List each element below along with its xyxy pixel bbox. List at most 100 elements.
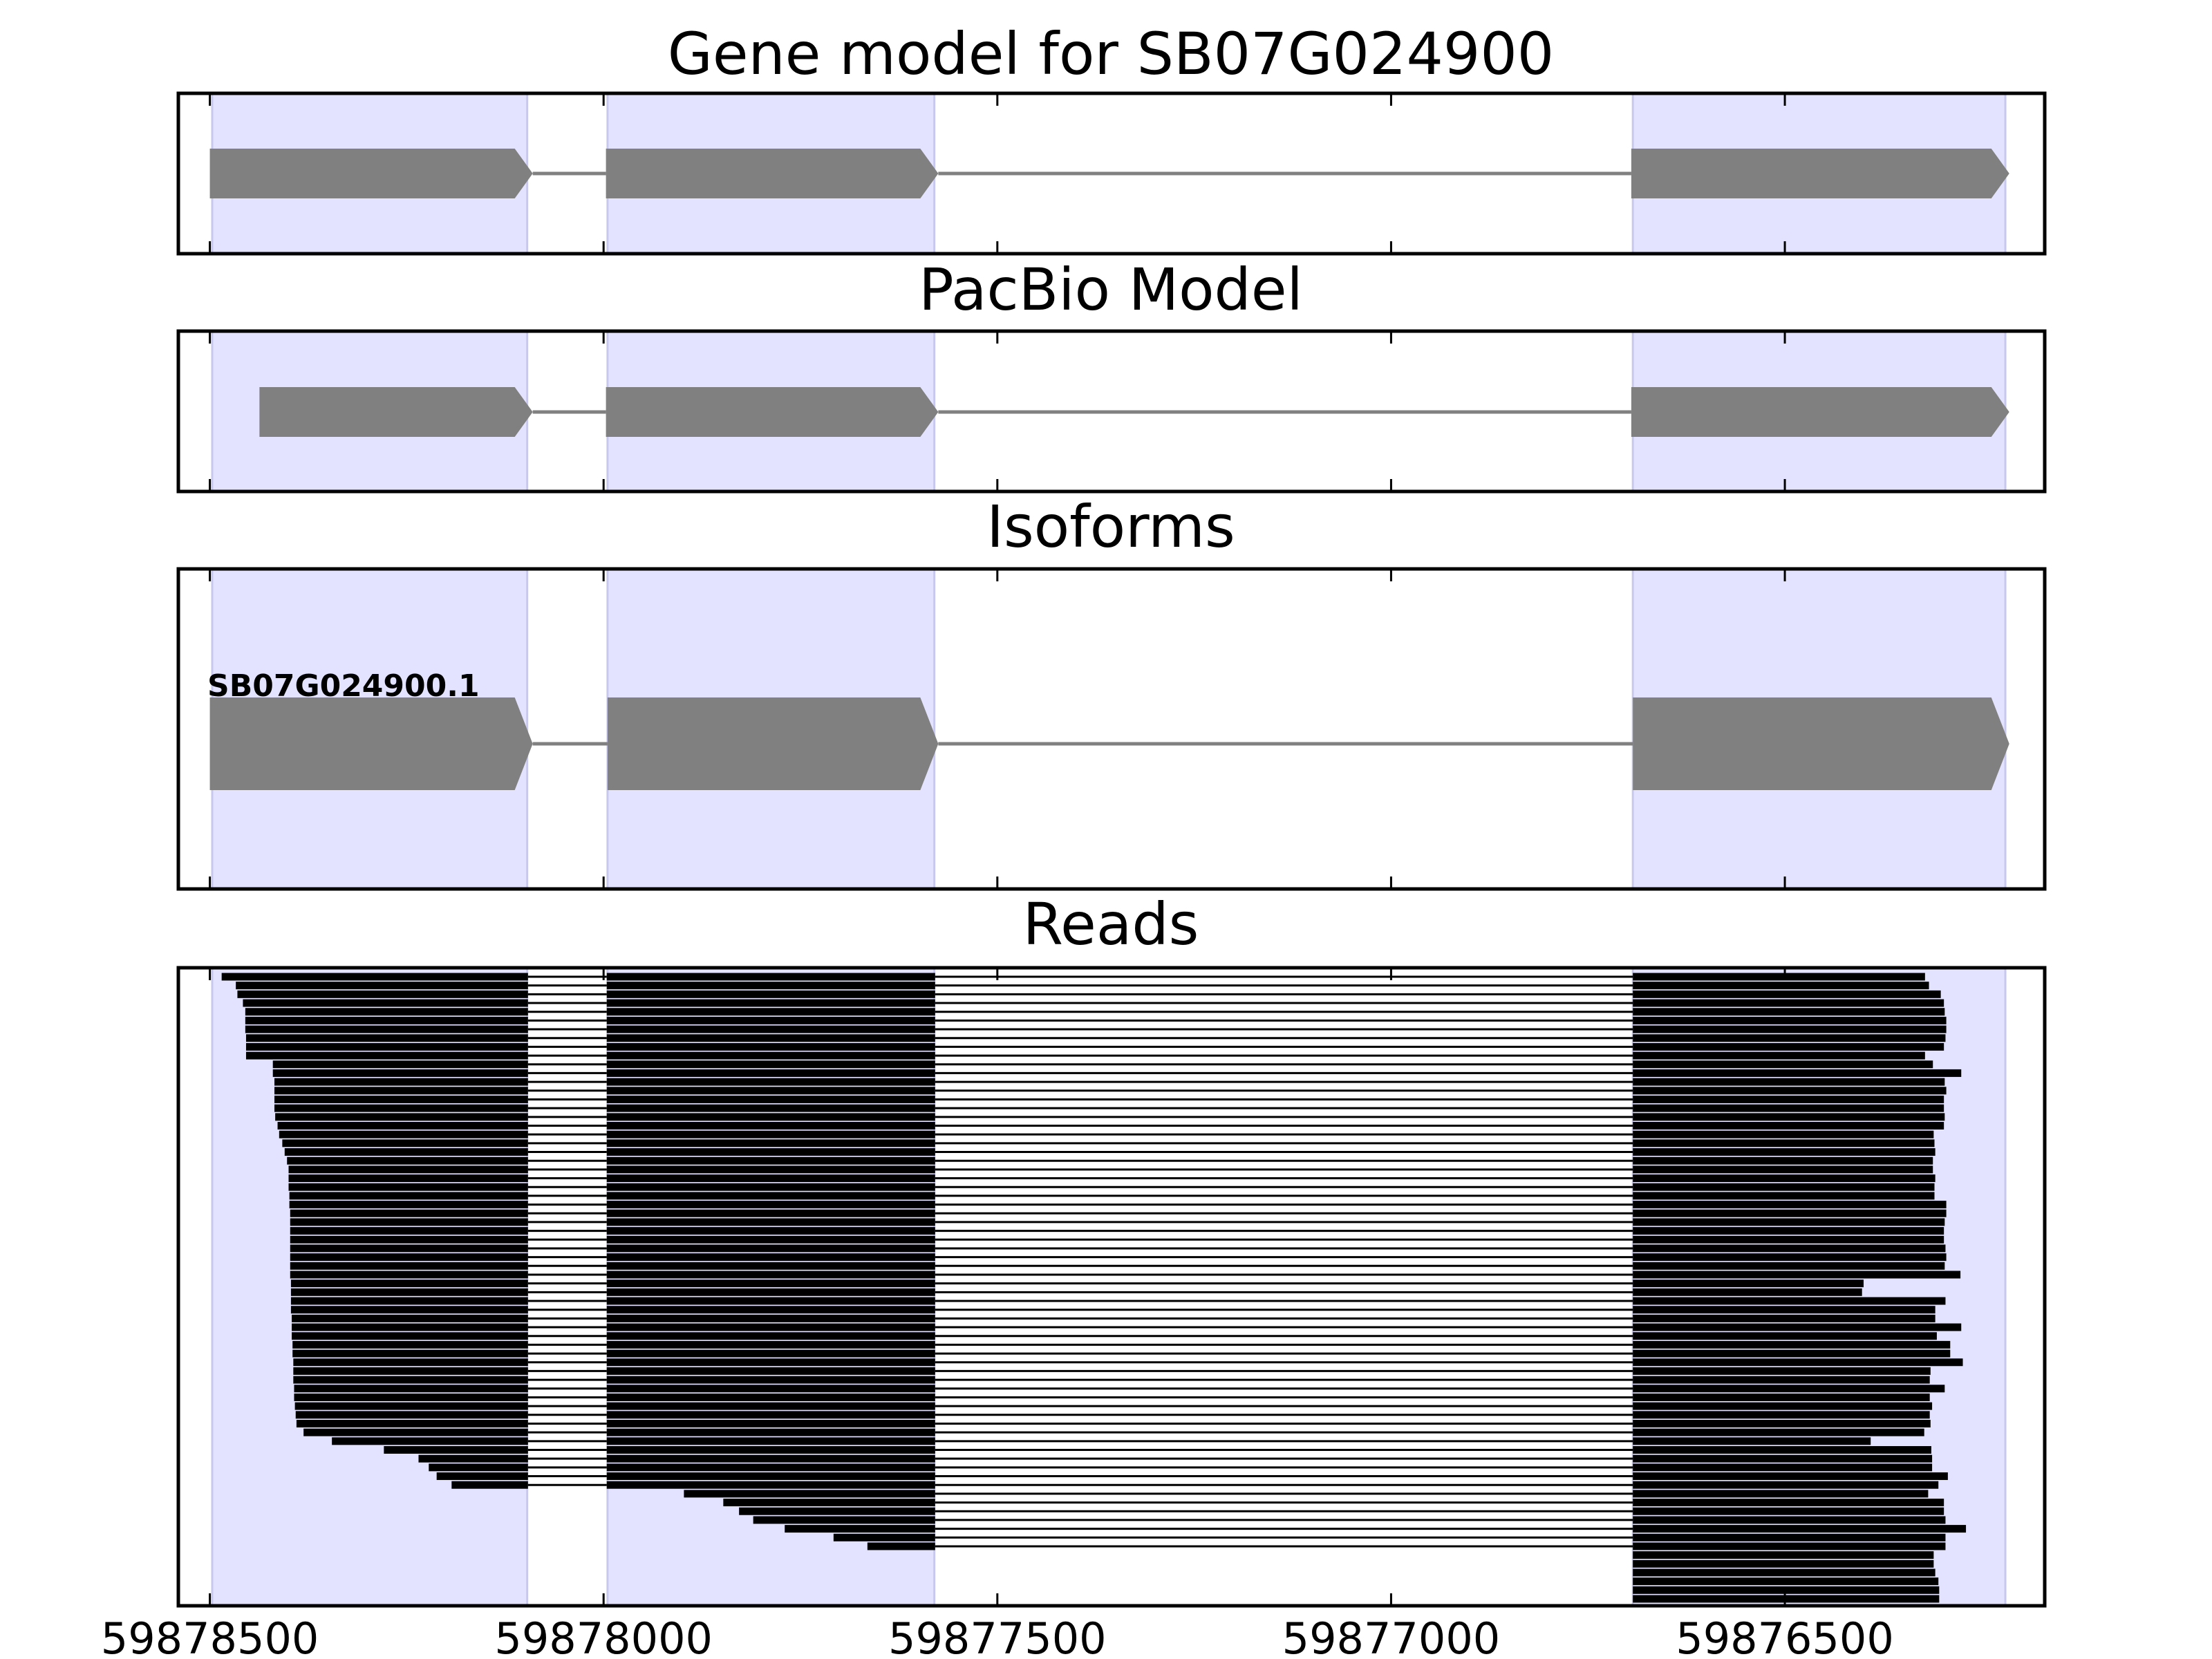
read-block (418, 1454, 528, 1463)
read-block (293, 1367, 528, 1375)
read-62 (739, 1507, 1944, 1515)
read-33 (290, 1253, 1947, 1262)
read-23 (288, 1165, 1933, 1174)
read-block (606, 999, 935, 1007)
read-72 (1633, 1595, 1940, 1603)
read-block (290, 1297, 528, 1305)
read-block (1633, 1525, 1967, 1533)
read-block (785, 1525, 935, 1533)
read-block (1633, 1481, 1939, 1489)
read-35 (290, 1271, 1961, 1279)
isoform-label: SB07G024900.1 (207, 668, 480, 704)
read-59 (451, 1481, 1939, 1489)
read-block (290, 1253, 528, 1262)
read-block (606, 1139, 935, 1147)
read-block (606, 1402, 935, 1410)
read-block (293, 1358, 528, 1367)
read-16 (274, 1104, 1944, 1112)
read-block (606, 1376, 935, 1384)
read-block (1633, 1542, 1946, 1550)
read-block (292, 1340, 528, 1349)
read-30 (290, 1227, 1944, 1235)
exon-2 (606, 387, 939, 437)
read-block (1633, 1218, 1945, 1226)
read-27 (289, 1201, 1947, 1209)
reads-panel: Reads (176, 890, 2047, 1608)
read-block (1633, 1314, 1936, 1322)
read-block (606, 1454, 935, 1463)
read-block (1633, 1516, 1946, 1524)
read-block (1633, 999, 1944, 1007)
read-block (606, 1042, 935, 1051)
read-14 (274, 1087, 1947, 1095)
read-block (279, 1130, 528, 1138)
read-block (606, 1280, 935, 1288)
read-block (606, 1393, 935, 1401)
read-3 (237, 990, 1941, 998)
read-block (606, 1358, 935, 1367)
read-block (245, 1008, 528, 1016)
read-block (290, 1218, 528, 1226)
read-block (606, 1411, 935, 1419)
read-block (295, 1411, 528, 1419)
read-block (1633, 1490, 1929, 1498)
read-block (1633, 1288, 1862, 1296)
read-block (606, 1323, 935, 1331)
read-block (1633, 1244, 1946, 1253)
x-tick-label: 59877000 (1282, 1613, 1501, 1659)
read-58 (436, 1472, 1948, 1481)
gene-model-panel: Gene model for SB07G024900 (176, 20, 2047, 256)
read-42 (292, 1332, 1937, 1340)
read-block (1633, 1385, 1945, 1393)
read-block (1633, 1376, 1930, 1384)
read-block (606, 1121, 935, 1130)
read-61 (723, 1499, 1944, 1507)
read-block (436, 1472, 528, 1481)
read-block (606, 1025, 935, 1033)
read-block (1633, 1323, 1962, 1331)
read-block (290, 1244, 528, 1253)
read-19 (279, 1130, 1934, 1138)
read-block (606, 1446, 935, 1454)
read-block (1633, 1104, 1944, 1112)
read-block (606, 1332, 935, 1340)
read-block (606, 1244, 935, 1253)
read-block (245, 1025, 528, 1033)
read-block (1633, 1306, 1936, 1314)
read-block (243, 999, 528, 1007)
read-68 (1633, 1559, 1934, 1568)
read-block (684, 1490, 935, 1498)
read-block (293, 1376, 528, 1384)
read-block (1633, 1472, 1948, 1481)
read-block (290, 1271, 528, 1279)
exon-1 (209, 697, 533, 790)
read-41 (292, 1323, 1962, 1331)
x-axis: 59878500 59878000 59877500 59877000 59876500 (101, 1613, 1894, 1659)
exon-1 (209, 149, 533, 198)
x-tick-label: 59877500 (888, 1613, 1107, 1659)
read-69 (1633, 1568, 1936, 1577)
read-block (1633, 1095, 1944, 1103)
read-block (1633, 1551, 1934, 1559)
read-47 (293, 1376, 1930, 1384)
read-block (1633, 1367, 1931, 1375)
read-block (1633, 1087, 1947, 1095)
read-block (1633, 982, 1929, 990)
read-block (294, 1402, 528, 1410)
read-block (1633, 1559, 1934, 1568)
read-block (606, 1218, 935, 1226)
read-block (606, 1297, 935, 1305)
read-18 (277, 1121, 1944, 1130)
read-block (606, 1078, 935, 1086)
read-block (739, 1507, 935, 1515)
read-block (1633, 1454, 1933, 1463)
read-block (290, 1227, 528, 1235)
read-block (1633, 1034, 1946, 1042)
read-block (1633, 1358, 1963, 1367)
read-block (1633, 1280, 1864, 1288)
read-block (274, 1087, 528, 1095)
gene-model-title: Gene model for SB07G024900 (668, 20, 1554, 88)
read-block (429, 1463, 528, 1472)
read-34 (290, 1262, 1945, 1270)
